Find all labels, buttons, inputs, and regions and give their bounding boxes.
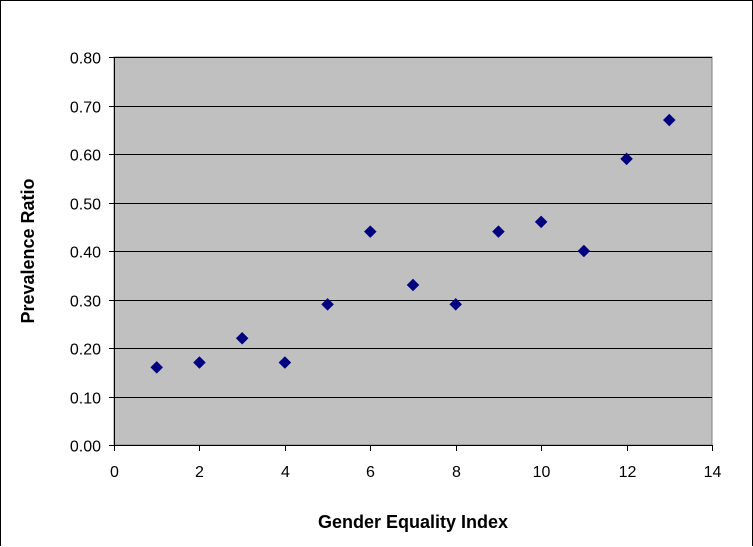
data-point — [534, 215, 548, 229]
y-tick-label: 0.10 — [70, 391, 101, 408]
y-tick-label: 0.70 — [70, 100, 101, 117]
y-tick-label: 0.60 — [70, 148, 101, 165]
y-tick-label: 0.50 — [70, 197, 101, 214]
data-point — [492, 225, 505, 238]
y-tick-label: 0.40 — [70, 245, 101, 262]
data-points — [150, 113, 676, 374]
x-tick-label: 12 — [619, 464, 637, 481]
data-point — [235, 331, 249, 345]
x-tick-label: 4 — [281, 464, 290, 481]
data-point — [577, 244, 591, 258]
x-tick-label: 2 — [195, 464, 204, 481]
x-tick-label: 14 — [704, 464, 722, 481]
data-point — [278, 356, 292, 369]
tick-labels: 0.00 0.10 0.20 0.30 0.40 0.50 0.60 0.70 0.80 0 2 4 6… — [70, 51, 722, 482]
data-point — [193, 356, 206, 369]
y-tick-label: 0.30 — [70, 294, 101, 311]
data-point — [406, 278, 420, 292]
y-tick-label: 0.00 — [70, 439, 101, 456]
data-point — [363, 225, 377, 238]
data-point — [321, 297, 334, 311]
data-point — [662, 113, 676, 127]
x-tick-label: 8 — [452, 464, 461, 481]
data-point — [150, 361, 164, 374]
y-axis-title: Prevalence Ratio — [18, 178, 38, 323]
grid-lines — [114, 57, 712, 398]
data-point — [449, 297, 463, 311]
x-tick-label: 0 — [110, 464, 119, 481]
data-point — [620, 152, 633, 166]
y-tick-label: 0.80 — [70, 51, 101, 68]
ticks — [109, 57, 713, 451]
axes — [114, 57, 712, 446]
x-tick-label: 6 — [366, 464, 375, 481]
x-axis-title: Gender Equality Index — [318, 512, 508, 532]
x-tick-label: 10 — [533, 464, 551, 481]
y-tick-label: 0.20 — [70, 342, 101, 359]
